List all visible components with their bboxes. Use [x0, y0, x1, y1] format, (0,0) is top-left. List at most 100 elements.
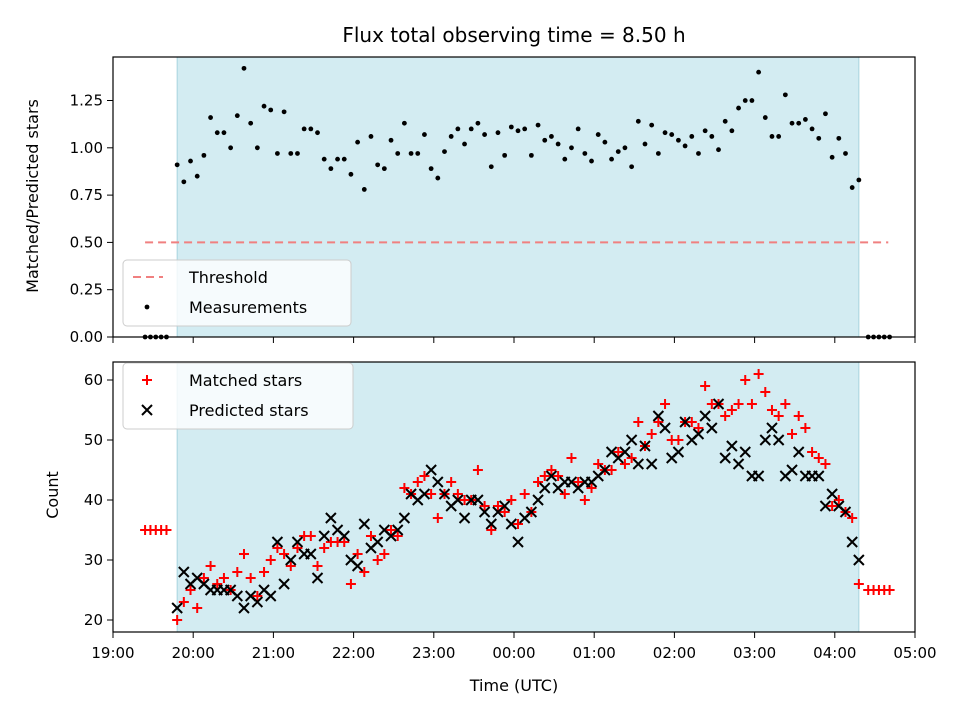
y-tick-label: 1.00 — [70, 139, 103, 157]
data-point — [412, 477, 423, 487]
top-chart-title: Flux total observing time = 8.50 h — [342, 23, 685, 47]
data-point — [192, 603, 203, 613]
legend-entry: Measurements — [144, 298, 307, 317]
data-point — [381, 166, 387, 172]
data-point — [512, 536, 524, 548]
data-point — [602, 139, 608, 145]
data-point — [816, 135, 822, 141]
data-point — [272, 543, 283, 553]
data-point — [486, 525, 497, 535]
data-point — [533, 477, 544, 487]
data-point — [673, 435, 684, 445]
data-point — [321, 156, 327, 162]
data-point — [308, 126, 314, 132]
data-point — [171, 602, 183, 614]
legend-entry: Predicted stars — [141, 401, 309, 420]
data-point — [418, 488, 431, 500]
data-point — [279, 549, 290, 559]
data-point — [575, 126, 581, 132]
data-point — [796, 120, 802, 126]
data-point — [740, 375, 751, 385]
data-point — [295, 151, 300, 156]
data-point — [619, 446, 631, 458]
data-point — [345, 579, 356, 589]
data-point — [753, 369, 764, 379]
data-point — [482, 132, 487, 137]
data-point — [432, 476, 444, 488]
data-point — [265, 555, 276, 565]
data-point — [485, 518, 497, 530]
data-point — [288, 151, 294, 156]
data-point — [807, 447, 818, 457]
data-point — [348, 171, 354, 177]
legend-label: Measurements — [189, 298, 307, 317]
data-point — [853, 554, 865, 566]
data-point — [787, 429, 798, 439]
data-point — [589, 158, 594, 164]
data-point — [472, 465, 483, 475]
data-point — [720, 411, 731, 421]
data-point — [468, 126, 474, 132]
data-point — [462, 141, 467, 147]
data-point — [479, 501, 490, 511]
data-point — [528, 152, 534, 158]
data-point — [388, 137, 394, 143]
data-point — [425, 464, 437, 476]
data-point — [325, 512, 337, 524]
data-point — [301, 126, 307, 132]
x-tick-label: 23:00 — [412, 644, 455, 662]
data-point — [248, 120, 254, 126]
data-point — [760, 387, 771, 397]
data-point — [305, 548, 317, 560]
data-point — [549, 134, 554, 139]
data-point — [341, 156, 347, 162]
data-point — [375, 162, 381, 168]
data-point — [419, 471, 430, 481]
data-point — [285, 561, 296, 571]
y-tick-label: 60 — [84, 371, 103, 389]
data-point — [729, 128, 735, 134]
data-point — [615, 149, 621, 154]
data-point — [800, 423, 811, 433]
data-point — [813, 470, 825, 482]
data-point — [555, 141, 561, 147]
data-point — [786, 464, 798, 476]
data-point — [305, 531, 316, 541]
data-point — [782, 92, 788, 98]
data-point — [696, 151, 701, 156]
data-point — [515, 128, 521, 134]
data-point — [652, 410, 665, 422]
legend-entry: Threshold — [133, 268, 268, 287]
data-point — [609, 156, 614, 162]
data-point — [535, 122, 541, 128]
data-point — [742, 98, 748, 103]
x-tick-label: 01:00 — [573, 644, 616, 662]
data-point — [629, 164, 635, 170]
data-point — [319, 543, 330, 553]
data-point — [408, 151, 414, 156]
data-point — [492, 501, 503, 511]
y-tick-label: 1.25 — [70, 92, 103, 110]
data-point — [562, 156, 568, 162]
data-point — [819, 500, 832, 512]
y-tick-label: 50 — [84, 431, 103, 449]
data-point — [582, 151, 588, 156]
data-point — [726, 440, 738, 452]
data-point — [766, 422, 778, 434]
data-point — [495, 130, 501, 136]
data-point — [361, 187, 367, 192]
data-point — [438, 488, 451, 500]
data-point — [669, 132, 675, 137]
data-point — [525, 506, 538, 518]
data-point — [351, 560, 364, 572]
legend-label: Matched stars — [189, 371, 302, 390]
data-point — [292, 543, 303, 553]
bottom-panel: 20 30 40 50 60 19:00 20:00 21:00 22:00 23:00 00:00… — [84, 361, 937, 662]
data-point — [315, 130, 320, 136]
legend-entry: Matched stars — [142, 371, 302, 390]
data-point — [185, 585, 196, 595]
x-tick-label: 19:00 — [91, 644, 134, 662]
data-point — [762, 115, 768, 120]
data-point — [194, 173, 200, 179]
data-point — [655, 151, 661, 156]
